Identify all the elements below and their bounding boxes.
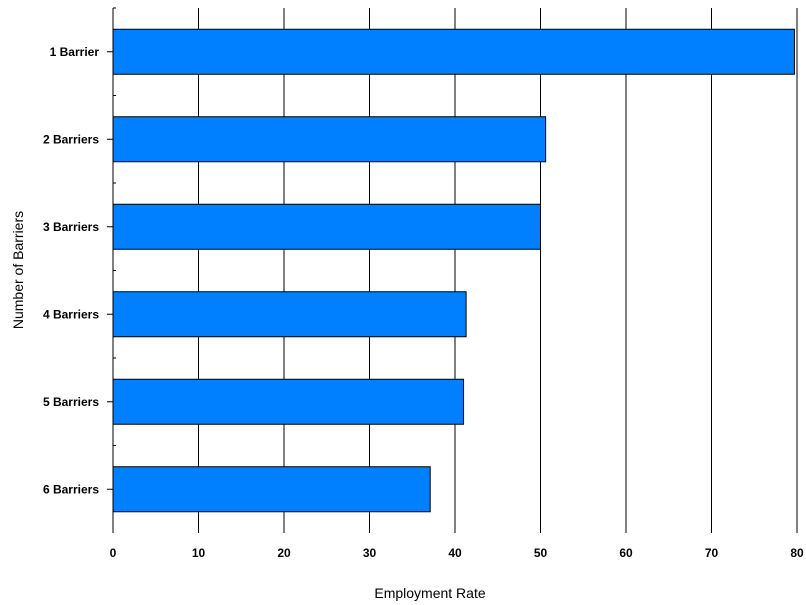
y-tick-label-2: 2 Barriers — [43, 132, 99, 146]
x-tick-label-50: 50 — [534, 546, 548, 560]
bar-2 — [112, 116, 547, 163]
x-tick-label-0: 0 — [110, 546, 117, 560]
x-tick-label-60: 60 — [619, 546, 633, 560]
bar-1 — [112, 28, 795, 75]
y-tick-label-6: 6 Barriers — [43, 482, 99, 496]
x-tick-label-10: 10 — [192, 546, 206, 560]
y-tick-label-3: 3 Barriers — [43, 220, 99, 234]
bar-4 — [112, 291, 467, 338]
x-tick-label-40: 40 — [448, 546, 462, 560]
vertical-gridlines — [198, 8, 798, 533]
x-axis-label: Employment Rate — [374, 585, 485, 601]
y-tick-label-1: 1 Barrier — [50, 45, 100, 59]
bar-5 — [112, 378, 465, 425]
y-axis-label: Number of Barriers — [10, 211, 26, 329]
x-tick-label-70: 70 — [705, 546, 719, 560]
y-tick-labels: 1 Barrier 2 Barriers 3 Barriers 4 Barriers 5… — [43, 45, 99, 497]
bar-6 — [112, 466, 431, 513]
y-tick-label-5: 5 Barriers — [43, 395, 99, 409]
bars — [112, 28, 795, 513]
x-tick-label-20: 20 — [277, 546, 291, 560]
y-tick-label-4: 4 Barriers — [43, 307, 99, 321]
x-tick-labels: 0 10 20 30 40 50 60 70 80 — [110, 546, 804, 560]
x-tick-label-30: 30 — [363, 546, 377, 560]
bar-3 — [112, 203, 541, 250]
axes — [107, 7, 116, 533]
x-tick-label-80: 80 — [790, 546, 804, 560]
